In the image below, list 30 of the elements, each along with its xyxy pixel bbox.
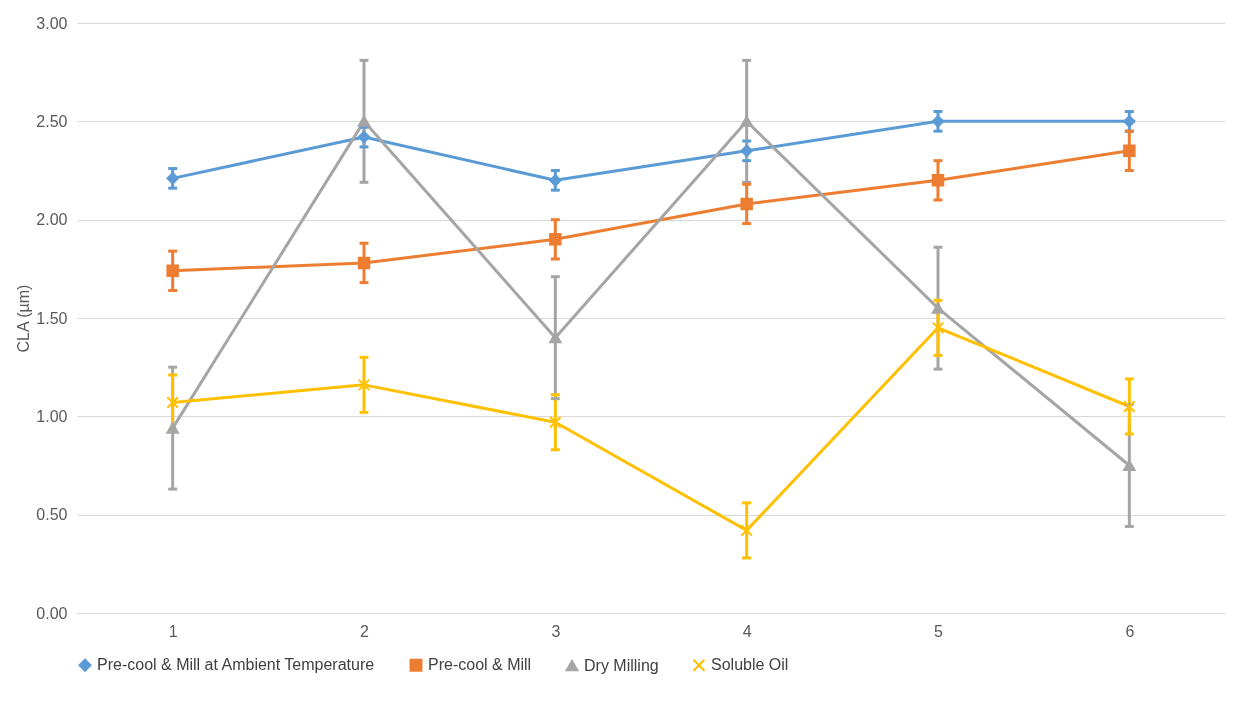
y-tick-label: 3.00 — [36, 14, 68, 32]
point — [166, 264, 179, 278]
y-tick-label: 2.50 — [36, 112, 68, 130]
y-tick-label: 0.00 — [36, 604, 68, 622]
x-tick-label: 6 — [1125, 622, 1135, 640]
point — [740, 524, 753, 537]
x-tick-label: 4 — [742, 622, 752, 640]
y-axis-title: CLA (µm) — [15, 284, 33, 353]
legend-label: Pre-cool & Mill at Ambient Temperature — [97, 656, 375, 674]
point — [931, 302, 945, 314]
point — [357, 378, 371, 392]
point — [931, 321, 945, 335]
x-tick-label: 5 — [934, 622, 944, 640]
point — [549, 415, 562, 429]
legend-label: Pre-cool & Mill — [428, 656, 532, 674]
point — [1123, 144, 1136, 158]
y-tick-label: 1.50 — [36, 309, 68, 327]
point — [740, 197, 753, 211]
point — [166, 396, 179, 409]
legend-label: Soluble Oil — [711, 656, 789, 674]
y-tick-label: 1.00 — [36, 407, 68, 425]
x-tick-label: 2 — [360, 622, 370, 640]
legend-label: Dry Milling — [584, 656, 659, 674]
point — [931, 115, 945, 128]
x-tick-label: 3 — [551, 622, 561, 640]
y-tick-label: 0.50 — [36, 506, 68, 524]
point — [357, 256, 371, 270]
point — [931, 174, 945, 187]
y-tick-label: 2.00 — [36, 211, 68, 229]
x-tick-label: 1 — [168, 622, 178, 640]
